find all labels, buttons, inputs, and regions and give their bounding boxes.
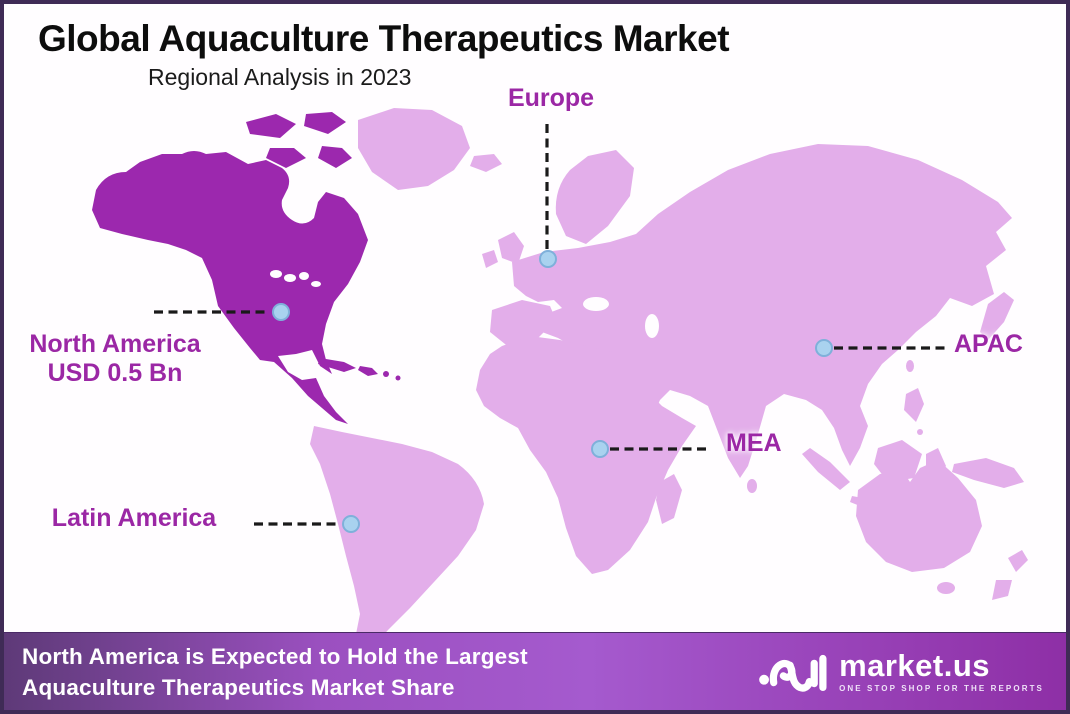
map-new-zealand xyxy=(992,550,1028,600)
map-new-guinea xyxy=(952,458,1024,488)
page-subtitle: Regional Analysis in 2023 xyxy=(148,64,412,90)
brand-text: market.us ONE STOP SHOP FOR THE REPORTS xyxy=(839,647,1044,693)
page-title: Global Aquaculture Therapeutics Market xyxy=(38,18,730,59)
map-arctic-islands xyxy=(246,112,352,168)
map-caribbean-islet xyxy=(383,371,389,377)
map-australia xyxy=(856,460,982,572)
footer-bar: North America is Expected to Hold the La… xyxy=(4,632,1066,710)
footer-headline: North America is Expected to Hold the La… xyxy=(22,641,528,703)
marker-apac xyxy=(815,339,833,357)
brand-name: market.us xyxy=(839,647,991,683)
marker-europe xyxy=(539,250,557,268)
map-caspian-sea xyxy=(645,314,659,338)
map-borneo xyxy=(874,440,922,482)
map-scandinavia xyxy=(555,150,634,244)
map-hudson-bay xyxy=(289,184,315,220)
map-caribbean-islet xyxy=(395,375,401,381)
map-greenland xyxy=(358,108,470,190)
map-great-lake xyxy=(270,270,282,278)
map-africa xyxy=(476,336,696,574)
region-label-apac: APAC xyxy=(954,330,1023,358)
map-south-america xyxy=(310,426,484,646)
region-label-mea: MEA xyxy=(726,429,782,457)
map-iberia xyxy=(490,300,556,348)
region-label-north-america: North America USD 0.5 Bn xyxy=(10,330,220,388)
map-british-isles xyxy=(482,232,524,268)
region-value-north-america: USD 0.5 Bn xyxy=(47,359,183,387)
footer-headline-line1: North America is Expected to Hold the La… xyxy=(22,643,528,669)
marketus-logo-icon xyxy=(759,654,827,692)
map-philippine-islet xyxy=(917,429,923,435)
map-sri-lanka xyxy=(747,479,757,493)
map-philippines xyxy=(904,388,924,422)
brand-logo: market.us ONE STOP SHOP FOR THE REPORTS xyxy=(757,645,1044,699)
map-north-america xyxy=(92,151,368,424)
marker-mea xyxy=(591,440,609,458)
map-iceland xyxy=(470,154,502,172)
map-japan xyxy=(980,292,1014,340)
map-caribbean-islands xyxy=(318,358,378,376)
brand-tagline: ONE STOP SHOP FOR THE REPORTS xyxy=(839,683,1044,693)
map-great-lake xyxy=(311,281,321,287)
map-great-lake xyxy=(284,274,296,282)
marker-north-america xyxy=(272,303,290,321)
footer-headline-line2: Aquaculture Therapeutics Market Share xyxy=(22,674,455,700)
map-sumatra xyxy=(802,448,850,490)
map-great-lake xyxy=(299,272,309,280)
map-taiwan xyxy=(906,360,914,372)
map-tasmania xyxy=(937,582,955,594)
region-name-north-america: North America xyxy=(29,330,201,358)
world-map xyxy=(92,108,1028,646)
region-label-latin-america: Latin America xyxy=(51,504,217,532)
map-black-sea xyxy=(583,297,609,311)
region-label-europe: Europe xyxy=(507,84,595,112)
marker-latin-america xyxy=(342,515,360,533)
map-madagascar xyxy=(656,474,682,524)
